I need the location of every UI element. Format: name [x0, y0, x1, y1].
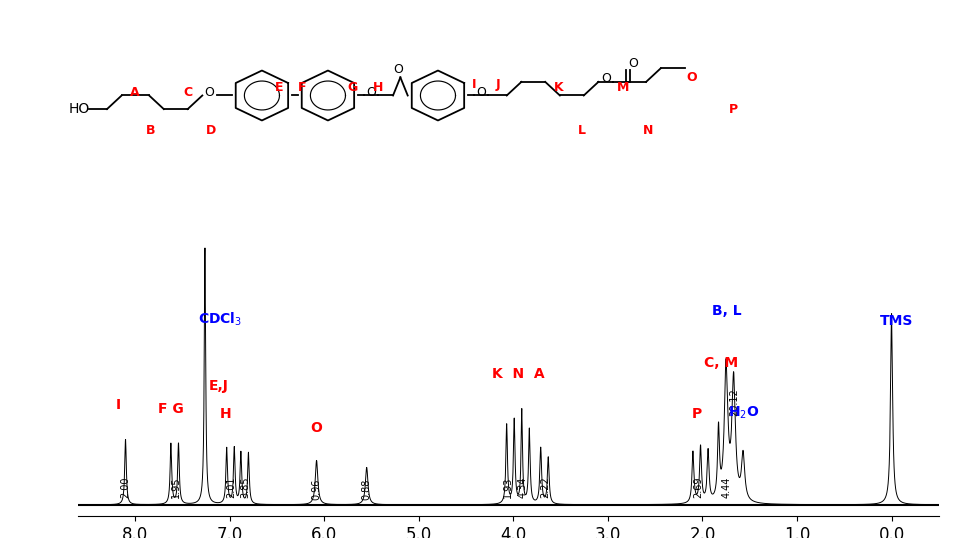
Text: 2.00: 2.00	[120, 476, 130, 498]
Text: 0.96: 0.96	[312, 479, 321, 500]
Text: 2.69: 2.69	[693, 476, 702, 498]
Text: CDCl$_3$: CDCl$_3$	[197, 310, 242, 328]
Text: J: J	[494, 79, 499, 91]
Text: E: E	[275, 81, 283, 95]
Text: O: O	[365, 86, 375, 99]
Text: F: F	[298, 81, 306, 95]
Text: HO: HO	[68, 102, 90, 116]
Text: H: H	[220, 407, 232, 421]
Text: C, M: C, M	[703, 356, 738, 370]
Text: 1.93: 1.93	[502, 477, 512, 498]
Text: E,J: E,J	[208, 379, 228, 393]
Text: 3.85: 3.85	[240, 476, 250, 498]
Text: O: O	[600, 72, 610, 86]
Text: A: A	[130, 86, 139, 99]
Text: 0.88: 0.88	[361, 479, 371, 500]
Text: 2.01: 2.01	[227, 476, 236, 498]
Text: O: O	[476, 86, 486, 99]
Text: M: M	[616, 81, 629, 95]
Text: I: I	[115, 398, 120, 412]
Text: D: D	[205, 124, 216, 137]
Text: P: P	[691, 407, 701, 421]
Text: B: B	[147, 124, 155, 137]
Text: L: L	[577, 124, 585, 137]
Text: K  N  A: K N A	[491, 367, 544, 381]
Text: I: I	[471, 79, 476, 91]
Text: B, L: B, L	[711, 305, 742, 318]
Text: O: O	[393, 63, 404, 76]
Text: 20.12: 20.12	[729, 388, 739, 416]
Text: O: O	[204, 86, 214, 99]
Text: C: C	[183, 86, 192, 99]
Text: TMS: TMS	[878, 314, 913, 328]
Text: 1.95: 1.95	[170, 476, 181, 498]
Text: O: O	[686, 71, 697, 84]
Text: O: O	[311, 421, 322, 435]
Text: 2.22: 2.22	[540, 476, 550, 498]
Text: F G: F G	[158, 402, 184, 416]
Text: P: P	[728, 103, 737, 116]
Text: O: O	[627, 57, 638, 70]
Text: N: N	[642, 124, 653, 137]
Text: 4.44: 4.44	[721, 477, 731, 498]
Text: H$_2$O: H$_2$O	[728, 405, 759, 421]
Text: H: H	[373, 81, 383, 95]
Text: 4.34: 4.34	[517, 477, 528, 498]
Text: G: G	[347, 81, 358, 95]
Text: K: K	[554, 81, 563, 95]
